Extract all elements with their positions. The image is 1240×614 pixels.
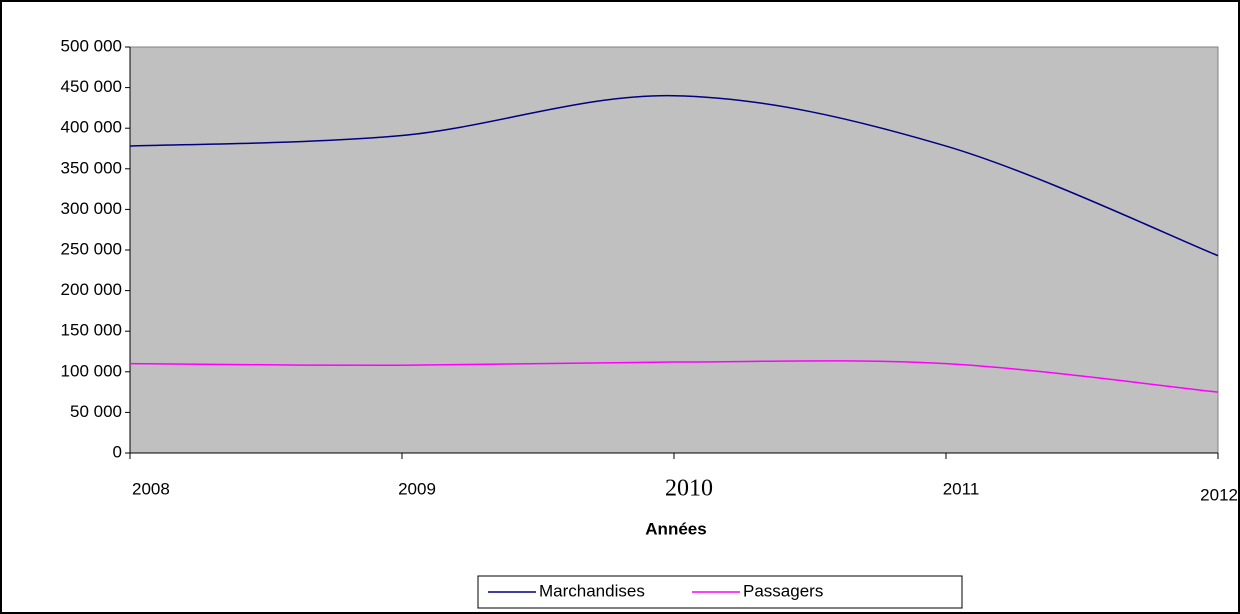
y-tick-label: 200 000	[61, 280, 122, 299]
y-tick-label: 500 000	[61, 36, 122, 55]
y-tick-label: 450 000	[61, 77, 122, 96]
x-tick-label: 2012	[1200, 485, 1238, 504]
series-line	[129, 94, 1219, 257]
y-tick-label: 50 000	[70, 402, 122, 421]
y-tick-label: 250 000	[61, 239, 122, 258]
y-tick-label: 300 000	[61, 199, 122, 218]
y-tick-label: 0	[113, 442, 122, 461]
y-tick-label: 150 000	[61, 321, 122, 340]
series-line	[129, 360, 1219, 393]
y-tick-label: 100 000	[61, 361, 122, 380]
x-tick-label: 2008	[132, 479, 170, 498]
legend-label: Passagers	[743, 581, 823, 600]
legend-label: Marchandises	[539, 581, 645, 600]
y-tick-label: 400 000	[61, 118, 122, 137]
x-tick-label: 2009	[398, 479, 436, 498]
x-axis-label: Années	[645, 519, 706, 538]
y-tick-label: 350 000	[61, 158, 122, 177]
x-tick-label: 2010	[665, 476, 713, 502]
plot-area	[129, 46, 1219, 454]
x-tick-label: 2011	[943, 479, 980, 498]
